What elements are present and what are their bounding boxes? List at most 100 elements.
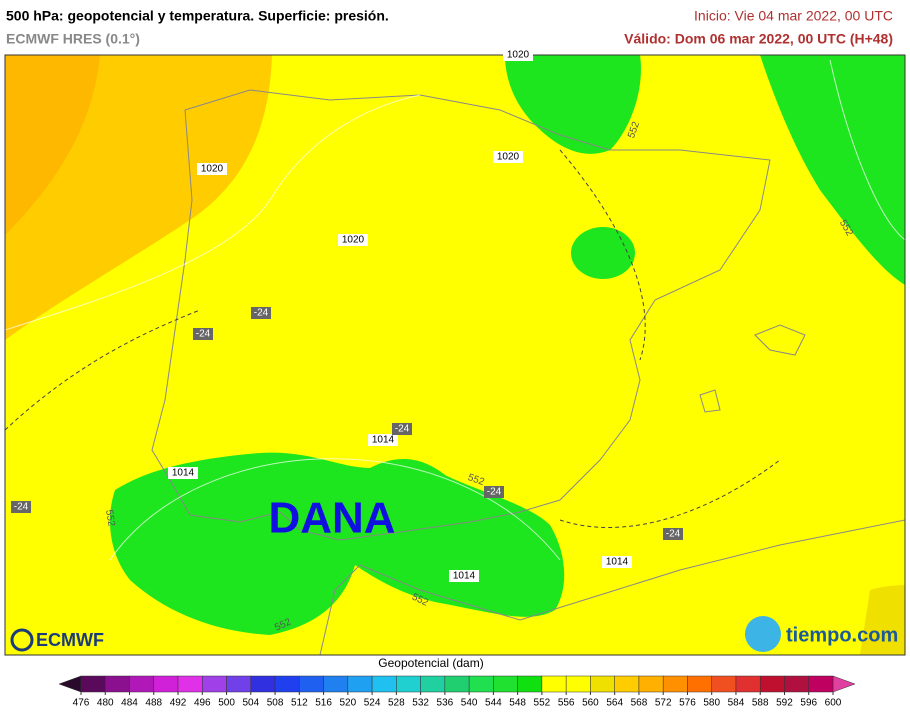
colorbar-tick-label: 588 <box>752 698 769 709</box>
field-548 <box>505 55 641 154</box>
colorbar-tick-label: 548 <box>509 698 526 709</box>
temperature-label: -24 <box>487 487 502 498</box>
isotherm <box>5 149 781 528</box>
logo-ecmwf: ECMWF <box>10 628 104 652</box>
label-box <box>493 151 523 163</box>
colorbar-tick-label: 552 <box>534 698 551 709</box>
init-time: Inicio: Vie 04 mar 2022, 00 UTC <box>694 8 893 24</box>
colorbar-box <box>129 675 155 693</box>
map: 1020 1020 1020 1020 1014 1014 1014 1014 … <box>4 49 906 656</box>
colorbar-tick-label: 520 <box>339 698 356 709</box>
colorbar-box <box>371 675 397 693</box>
temperature-labels: -24 -24 -24 -24 -24 -24 <box>11 307 683 540</box>
colorbar-tick-label: 540 <box>461 698 478 709</box>
colorbar-box <box>687 675 712 693</box>
temperature-label: -24 <box>196 329 211 340</box>
colorbar-tick-label: 512 <box>291 698 308 709</box>
colorbar-box <box>202 675 227 693</box>
coastline <box>319 519 905 655</box>
colorbar: 476 480 484 488 492 496 500 504 508 512 516 520 524 5… <box>58 675 856 709</box>
colorbar-tick-label: 488 <box>145 698 162 709</box>
colorbar-box <box>711 675 737 693</box>
colorbar-box <box>177 675 203 693</box>
label-box <box>168 467 198 479</box>
label-box <box>503 49 533 61</box>
label-box <box>251 307 271 319</box>
colorbar-tick-label: 484 <box>121 698 138 709</box>
field-548 <box>571 227 635 279</box>
label-box <box>197 163 227 175</box>
colorbar-tick-label: 568 <box>631 698 648 709</box>
field-548 <box>760 55 905 285</box>
colorbar-tick-label: 572 <box>655 698 672 709</box>
pressure-label: 1014 <box>606 557 629 568</box>
colorbar-tick-label: 600 <box>825 698 842 709</box>
colorbar-tick-label: 496 <box>194 698 211 709</box>
colorbar-tick-label: 532 <box>412 698 429 709</box>
colorbar-box <box>468 675 494 693</box>
geopotential-label: 552 <box>103 509 117 528</box>
colorbar-box <box>735 675 761 693</box>
coastline <box>151 89 771 541</box>
annotation: DANA <box>268 494 395 543</box>
colorbar-box <box>493 675 518 693</box>
pressure-label: 1020 <box>201 164 224 175</box>
label-box <box>368 434 398 446</box>
colorbar-box <box>153 675 179 693</box>
label-box <box>338 234 368 246</box>
label-box <box>11 501 31 513</box>
colorbar-box <box>614 675 640 693</box>
logo-text: tiempo.com <box>786 624 898 646</box>
colorbar-tick-label: 576 <box>679 698 696 709</box>
colorbar-box <box>250 675 276 693</box>
colorbar-box <box>226 675 252 693</box>
temperature-label: -24 <box>14 502 29 513</box>
colorbar-box <box>420 675 446 693</box>
field-556 <box>860 585 905 655</box>
colorbar-tick-label: 504 <box>242 698 259 709</box>
colorbar-box <box>323 675 349 693</box>
label-box <box>602 556 632 568</box>
pressure-labels: 1020 1020 1020 1020 1014 1014 1014 1014 <box>168 49 632 582</box>
label-box <box>663 528 683 540</box>
colorbar-tick-label: 508 <box>267 698 284 709</box>
temperature-label: -24 <box>254 308 269 319</box>
colorbar-box <box>808 675 834 693</box>
colorbar-tick-label: 592 <box>776 698 793 709</box>
field-548 <box>110 452 565 635</box>
pressure-label: 1020 <box>497 152 520 163</box>
colorbar-tick-label: 596 <box>800 698 817 709</box>
logo-icon <box>10 628 34 652</box>
isobar <box>5 59 905 561</box>
islands <box>699 324 806 413</box>
title: 500 hPa: geopotencial y temperatura. Sup… <box>6 8 389 24</box>
colorbar-box <box>565 675 591 693</box>
colorbar-box <box>517 675 543 693</box>
colorbar-tick-label: 564 <box>606 698 623 709</box>
colorbar-box <box>759 675 785 693</box>
colorbar-over <box>832 675 856 693</box>
colorbar-box <box>541 675 567 693</box>
colorbar-box <box>638 675 664 693</box>
colorbar-tick-label: 516 <box>315 698 332 709</box>
colorbar-tick-label: 580 <box>703 698 720 709</box>
pressure-label: 1014 <box>453 571 476 582</box>
pressure-label: 1020 <box>507 50 530 61</box>
colorbar-under <box>58 675 82 693</box>
label-box <box>392 423 412 435</box>
colorbar-tick-label: 584 <box>728 698 745 709</box>
map-frame <box>4 54 906 656</box>
field-564 <box>5 55 100 235</box>
logo-tiempo: tiempo.com <box>745 616 898 652</box>
colorbar-box <box>347 675 373 693</box>
label-box <box>449 570 479 582</box>
colorbar-tick-label: 544 <box>485 698 502 709</box>
temperature-label: -24 <box>395 424 410 435</box>
temperature-label: -24 <box>666 529 681 540</box>
model: ECMWF HRES (0.1°) <box>6 31 140 47</box>
colorbar-box <box>662 675 688 693</box>
colorbar-box <box>590 675 615 693</box>
label-box <box>193 328 213 340</box>
pressure-label: 1014 <box>372 435 395 446</box>
